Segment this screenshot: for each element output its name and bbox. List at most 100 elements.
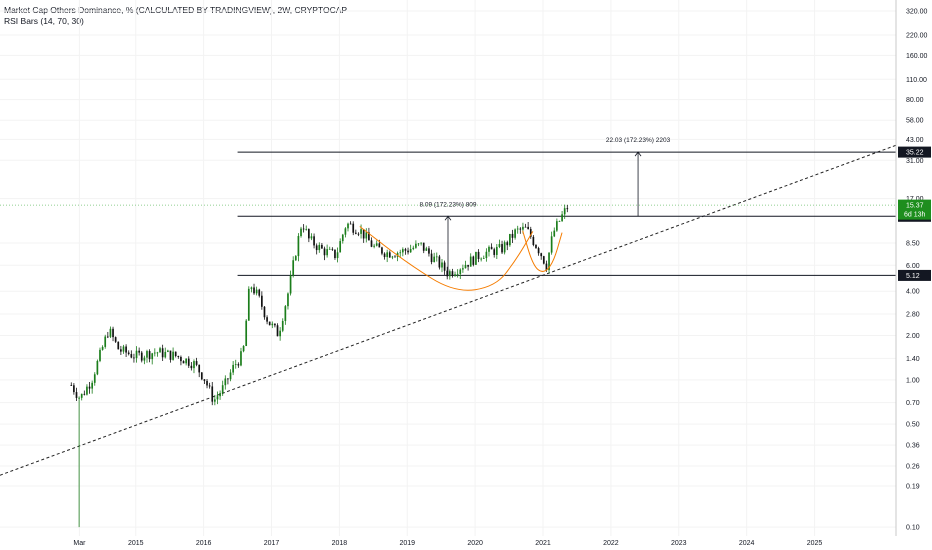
candle-body — [200, 372, 203, 380]
candle-body — [370, 240, 373, 247]
measure-label: 8.09 (172.23%) 809 — [419, 201, 476, 208]
candle-body — [506, 242, 509, 246]
indicator-label[interactable]: RSI Bars (14, 70, 30) — [4, 16, 84, 26]
candle-body — [297, 236, 300, 257]
candle-body — [514, 229, 516, 238]
candle-body — [386, 252, 389, 258]
measure-arrowhead — [444, 215, 452, 221]
candle-body — [357, 233, 360, 235]
candle-body — [206, 380, 208, 386]
candle-body — [490, 246, 493, 250]
time-axis[interactable]: Mar 2015 2016 2017 2018 2019 2020 2021 2022 2023 2… — [73, 540, 822, 547]
y-tick-label: 1.40 — [906, 356, 920, 363]
candle-body — [409, 249, 412, 253]
candle-body — [266, 317, 268, 322]
candle-body — [174, 351, 177, 356]
candle-body — [401, 249, 404, 253]
candle-body — [263, 306, 266, 318]
y-tick-label: 0.10 — [906, 525, 920, 532]
current-price-label: 15.37 — [906, 203, 924, 210]
candle-body — [143, 357, 146, 361]
current-price-badge — [898, 199, 931, 220]
candle-body — [120, 349, 122, 352]
candle-body — [253, 287, 255, 294]
candle-body — [274, 323, 276, 326]
candle-body — [88, 386, 91, 389]
candle-body — [214, 399, 216, 402]
candle-body — [553, 230, 556, 237]
candle-body — [268, 321, 271, 326]
candle-body — [381, 247, 383, 254]
y-tick-label: 0.19 — [906, 484, 920, 491]
horizontal-levels — [0, 151, 896, 276]
candle-body — [86, 386, 88, 395]
candle-body — [289, 275, 292, 294]
level-badge — [898, 146, 931, 158]
candle-body — [130, 354, 133, 358]
candle-body — [352, 223, 355, 233]
candle-body — [347, 223, 349, 229]
candle-body — [125, 346, 127, 353]
candle-body — [313, 236, 315, 246]
candle-body — [237, 364, 240, 366]
candle-body — [454, 274, 456, 276]
candle-body — [339, 241, 342, 253]
countdown-label: 6d 13h — [904, 212, 926, 219]
measure-arrowhead — [634, 151, 642, 157]
candle-body — [164, 351, 167, 358]
candle-body — [276, 325, 279, 337]
candle-body — [172, 351, 174, 360]
y-tick-label: 2.80 — [906, 312, 920, 319]
candle-body — [344, 228, 347, 235]
candle-body — [360, 229, 362, 234]
candle-body — [247, 288, 250, 321]
candle-body — [261, 295, 263, 307]
x-tick-label: 2015 — [128, 540, 144, 547]
candle-body — [472, 256, 475, 265]
candle-body — [548, 252, 550, 271]
y-tick-label: 0.26 — [906, 463, 920, 470]
candle-body — [532, 236, 535, 245]
candle-body — [279, 330, 281, 337]
candle-body — [415, 243, 417, 248]
candle-body — [287, 293, 289, 307]
y-tick-label: 43.00 — [906, 137, 924, 144]
candle-body — [321, 244, 323, 249]
candle-body — [96, 360, 99, 375]
candle-body — [498, 244, 501, 247]
candle-body — [566, 208, 569, 210]
x-tick-label: 2018 — [332, 540, 348, 547]
candle-body — [99, 349, 101, 361]
candle-body — [336, 252, 339, 259]
measurements: 8.09 (172.23%) 809 22.03 (172.23%) 2203 — [419, 137, 671, 276]
y-tick-label: 6.00 — [906, 263, 920, 270]
candle-body — [529, 229, 532, 237]
candle-body — [464, 264, 467, 269]
candle-body — [109, 328, 112, 337]
candle-body — [112, 328, 114, 338]
candle-body — [469, 256, 472, 267]
candle-body — [242, 345, 245, 352]
y-tick-label: 31.00 — [906, 158, 924, 165]
candle-body — [140, 352, 143, 361]
candle-body — [362, 229, 365, 239]
chart-header: Market Cap Others Dominance, % (CALCULAT… — [4, 5, 347, 27]
candle-body — [234, 364, 237, 365]
candle-body — [399, 252, 402, 254]
candle-body — [169, 350, 172, 360]
trendline-dashed — [0, 144, 897, 476]
candle-body — [443, 262, 446, 271]
candle-body — [540, 253, 543, 257]
measure-label: 22.03 (172.23%) 2203 — [606, 137, 671, 144]
candle-body — [114, 337, 117, 342]
candle-body — [180, 356, 182, 362]
candle-body — [91, 382, 94, 389]
candle-body — [430, 253, 433, 263]
candle-body — [524, 226, 527, 228]
candle-body — [425, 248, 428, 251]
candle-body — [117, 341, 120, 350]
candle-body — [133, 357, 135, 359]
candle-body — [420, 242, 422, 244]
candle-body — [318, 244, 321, 251]
